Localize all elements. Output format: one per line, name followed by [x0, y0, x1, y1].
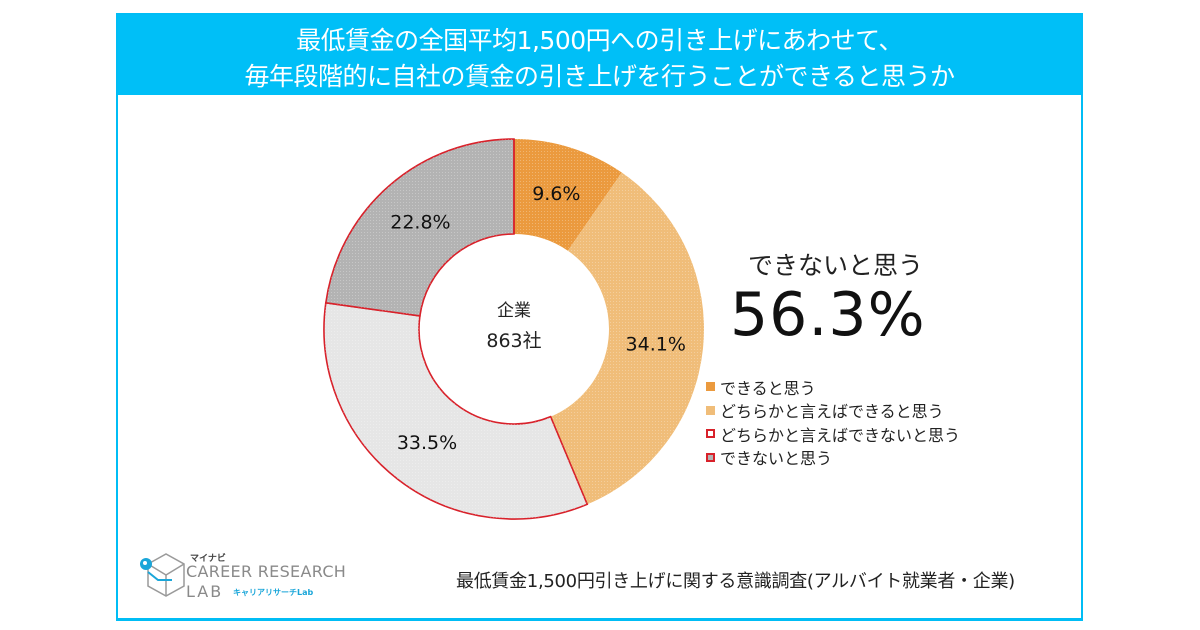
logo-line-2: LAB [186, 582, 224, 601]
data-label-cannot: 22.8% [390, 212, 450, 234]
center-label-category: 企業 [497, 301, 531, 321]
chart-frame: 最低賃金の全国平均1,500円への引き上げにあわせて、 毎年段階的に自社の賃金の… [116, 13, 1083, 621]
legend-label: できないと思う [720, 449, 833, 469]
legend-swatch-somewhat-cannot [706, 429, 715, 439]
legend-label: できると思う [720, 378, 816, 398]
legend-item: できると思う [706, 375, 960, 399]
legend-swatch-somewhat-can [706, 405, 715, 415]
donut-slice-texture [514, 139, 622, 251]
chart-title-line-2: 毎年段階的に自社の賃金の引き上げを行うことができると思うか [244, 62, 955, 91]
legend-item: できないと思う [706, 446, 960, 470]
logo-line-1: CAREER RESEARCH [186, 562, 347, 581]
center-label-count: 863社 [486, 330, 541, 352]
title-banner: 最低賃金の全国平均1,500円への引き上げにあわせて、 毎年段階的に自社の賃金の… [118, 15, 1081, 95]
data-label-somewhat-cannot: 33.5% [397, 432, 457, 454]
legend-label: どちらかと言えばできると思う [720, 402, 944, 422]
data-label-somewhat-can: 34.1% [626, 334, 686, 356]
legend-swatch-can [706, 382, 715, 392]
legend-item: どちらかと言えばできると思う [706, 399, 960, 423]
data-label-can: 9.6% [532, 183, 580, 205]
logo-brand-small: マイナビ [190, 554, 226, 564]
career-research-lab-logo-icon [140, 553, 185, 597]
callout-label: できないと思う [748, 251, 924, 280]
donut-slice-texture [324, 302, 588, 520]
donut-slice-texture [325, 139, 514, 316]
chart-title-line-1: 最低賃金の全国平均1,500円への引き上げにあわせて、 [296, 26, 903, 55]
legend-label: どちらかと言えばできないと思う [720, 425, 961, 445]
legend: できると思う どちらかと言えばできると思う どちらかと言えばできないと思う でき… [706, 375, 960, 469]
logo-subtitle: キャリアリサーチLab [233, 588, 314, 597]
legend-swatch-cannot [706, 452, 715, 462]
callout-value: 56.3% [730, 280, 926, 350]
survey-title: 最低賃金1,500円引き上げに関する意識調査(アルバイト就業者・企業) [456, 571, 1015, 592]
donut-slice-texture [550, 172, 705, 505]
legend-item: どちらかと言えばできないと思う [706, 422, 960, 446]
